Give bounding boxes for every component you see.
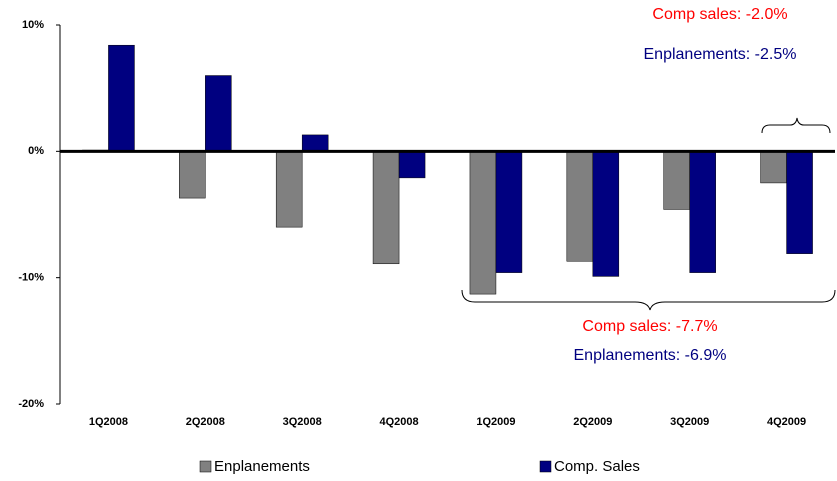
bar (108, 44, 135, 152)
annotation: Enplanements: -6.9% (574, 347, 727, 364)
brace (461, 289, 836, 311)
bar (301, 134, 329, 152)
bar (495, 151, 523, 273)
x-tick-label: 3Q2008 (283, 416, 322, 428)
bar (786, 151, 813, 254)
y-tick-label: -10% (18, 272, 44, 284)
x-tick-label: 1Q2009 (476, 416, 515, 428)
annotation: Enplanements: -2.5% (644, 46, 797, 63)
bar (205, 75, 232, 152)
brace (761, 117, 831, 134)
bar (469, 151, 497, 295)
bar (566, 151, 594, 262)
annotation: Comp sales: -7.7% (582, 318, 717, 335)
x-tick-label: 4Q2008 (379, 416, 418, 428)
legend-label: Comp. Sales (554, 458, 640, 475)
bar (760, 151, 787, 184)
x-tick-label: 4Q2009 (767, 416, 806, 428)
legend-swatch (199, 460, 212, 473)
x-tick-label: 2Q2008 (186, 416, 225, 428)
x-tick-label: 2Q2009 (573, 416, 612, 428)
bar (179, 151, 206, 199)
legend-swatch (539, 460, 552, 473)
bar (663, 151, 690, 210)
bar (275, 151, 303, 228)
bar (689, 151, 716, 273)
bar (592, 151, 620, 277)
y-tick-label: 10% (22, 19, 44, 31)
annotation: Comp sales: -2.0% (652, 6, 787, 23)
y-tick-label: 0% (28, 145, 44, 157)
legend-label: Enplanements (214, 458, 310, 475)
x-tick-label: 1Q2008 (89, 416, 128, 428)
bar (372, 151, 400, 265)
bar (398, 151, 426, 179)
x-tick-label: 3Q2009 (670, 416, 709, 428)
y-tick-label: -20% (18, 398, 44, 410)
